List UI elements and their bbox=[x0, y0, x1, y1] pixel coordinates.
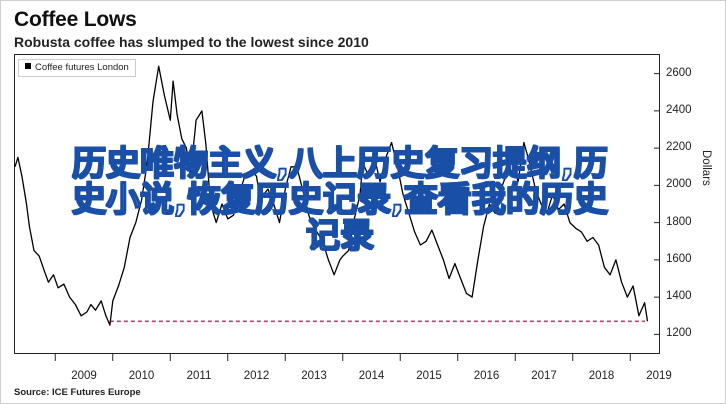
x-tick-label: 2015 bbox=[416, 370, 442, 382]
chart-subtitle: Robusta coffee has slumped to the lowest… bbox=[14, 34, 369, 50]
x-tick-label: 2009 bbox=[71, 370, 97, 382]
overlay-watermark-text: 历史唯物主义,八上历史复习提纲,历 史小说,恢复历史记录,查看我的历史 记录 bbox=[20, 144, 660, 256]
y-tick-label: 1600 bbox=[666, 252, 692, 265]
overlay-line: 记录 bbox=[305, 216, 375, 256]
overlay-line: 史小说,恢复历史记录,查看我的历史 bbox=[71, 180, 608, 220]
x-tick-label: 2016 bbox=[473, 370, 500, 382]
y-tick-label: 1200 bbox=[666, 327, 692, 340]
legend: Coffee futures London bbox=[18, 59, 136, 77]
x-tick-label: 2012 bbox=[243, 370, 270, 382]
y-tick-label: 2200 bbox=[666, 141, 692, 154]
x-tick-label: 2019 bbox=[646, 370, 672, 382]
x-tick-label: 2014 bbox=[358, 370, 385, 382]
y-tick-label: 2400 bbox=[666, 103, 692, 116]
y-tick-label: 2000 bbox=[666, 178, 692, 191]
x-tick-label: 2018 bbox=[588, 370, 615, 382]
x-tick-label: 2017 bbox=[531, 370, 557, 382]
x-tick-label: 2010 bbox=[128, 370, 155, 382]
y-axis-label: Dollars bbox=[700, 150, 712, 186]
plot-area bbox=[14, 54, 660, 354]
x-tick-label: 2011 bbox=[186, 370, 212, 382]
y-tick-label: 1400 bbox=[666, 290, 692, 303]
series-line-coffee-futures-london bbox=[14, 65, 649, 326]
legend-swatch bbox=[25, 63, 31, 69]
source-note: Source: ICE Futures Europe bbox=[14, 387, 141, 398]
overlay-line: 历史唯物主义,八上历史复习提纲,历 bbox=[71, 144, 608, 184]
y-tick-label: 2600 bbox=[666, 66, 692, 79]
x-tick-label: 2013 bbox=[301, 370, 327, 382]
legend-label: Coffee futures London bbox=[35, 62, 129, 73]
y-tick-label: 1800 bbox=[666, 215, 692, 228]
chart-title: Coffee Lows bbox=[14, 8, 137, 31]
